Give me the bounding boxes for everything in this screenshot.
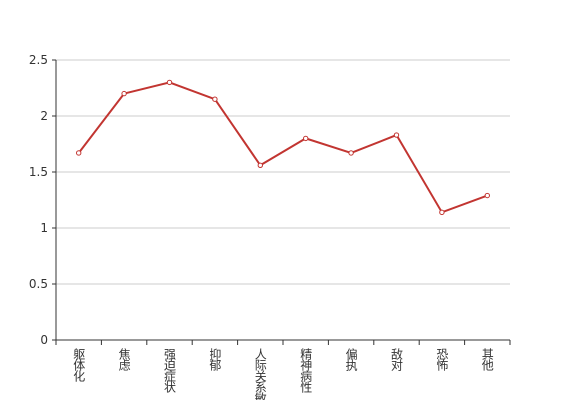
x-tick-label: 恐怖 bbox=[435, 348, 449, 371]
x-tick-label: 抑郁 bbox=[208, 347, 222, 372]
y-tick-label: 1 bbox=[40, 221, 48, 235]
x-tick-label: 焦虑 bbox=[117, 348, 131, 371]
x-tick-label: 躯体化 bbox=[72, 347, 86, 383]
x-tick-label: 其他 bbox=[480, 348, 494, 371]
y-tick-label: 0 bbox=[40, 333, 48, 347]
point bbox=[257, 162, 263, 168]
y-tick-label: 2.5 bbox=[29, 53, 48, 67]
point bbox=[76, 150, 82, 156]
point bbox=[439, 209, 445, 216]
y-tick-label: 0.5 bbox=[29, 277, 48, 291]
x-tick-label: 偏执 bbox=[344, 347, 358, 372]
point bbox=[484, 192, 490, 199]
point bbox=[393, 132, 400, 138]
x-tick-label: 强迫症状 bbox=[163, 348, 177, 393]
point bbox=[212, 96, 218, 102]
y-tick-label: 1.5 bbox=[29, 165, 48, 179]
x-tick-label: 精神病性 bbox=[299, 348, 313, 394]
point bbox=[303, 135, 309, 142]
x-tick-label: 人际关系敏感 bbox=[253, 348, 267, 400]
point bbox=[166, 79, 173, 86]
point bbox=[121, 90, 127, 97]
x-tick-label: 敌对 bbox=[390, 347, 404, 371]
y-tick-label: 2 bbox=[40, 109, 48, 123]
line bbox=[77, 81, 488, 214]
point bbox=[348, 150, 354, 156]
